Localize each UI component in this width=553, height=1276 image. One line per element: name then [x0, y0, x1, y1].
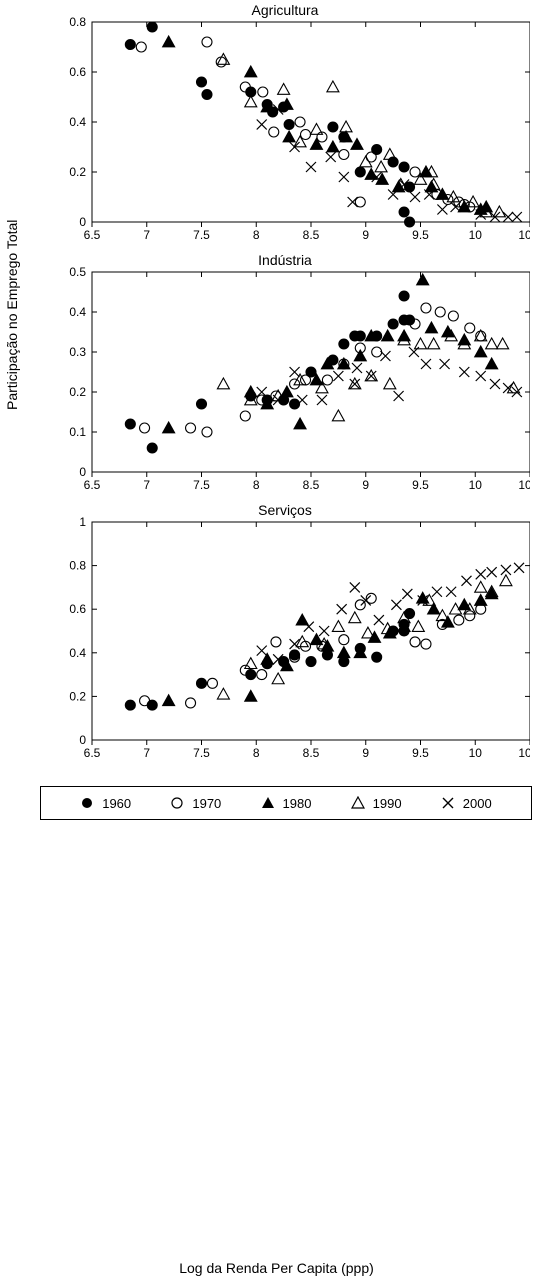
svg-text:9.5: 9.5 — [412, 746, 429, 760]
panel-title: Serviços — [40, 502, 530, 518]
circle-filled-icon — [80, 796, 94, 810]
legend-label: 1960 — [102, 796, 131, 811]
svg-text:0.8: 0.8 — [69, 559, 86, 573]
svg-text:7: 7 — [143, 478, 150, 492]
chart-agricultura: 6.577.588.599.51010.500.20.40.60.8 — [40, 4, 530, 244]
legend-item-1970: 1970 — [170, 796, 221, 811]
svg-text:7.5: 7.5 — [193, 478, 210, 492]
triangle-open-icon — [351, 796, 365, 810]
svg-text:0.6: 0.6 — [69, 602, 86, 616]
svg-text:0.2: 0.2 — [69, 385, 86, 399]
svg-text:0.4: 0.4 — [69, 115, 86, 129]
svg-text:6.5: 6.5 — [84, 228, 101, 242]
svg-text:0.1: 0.1 — [69, 425, 86, 439]
svg-text:6.5: 6.5 — [84, 478, 101, 492]
x-axis-label: Log da Renda Per Capita (ppp) — [0, 1260, 553, 1276]
svg-text:0: 0 — [79, 465, 86, 479]
chart-servicos: 6.577.588.599.51010.500.20.40.60.81 — [40, 504, 530, 762]
svg-text:8.5: 8.5 — [303, 746, 320, 760]
svg-text:9.5: 9.5 — [412, 478, 429, 492]
svg-text:7.5: 7.5 — [193, 228, 210, 242]
svg-text:9: 9 — [362, 478, 369, 492]
svg-text:7.5: 7.5 — [193, 746, 210, 760]
y-axis-label: Participação no Emprego Total — [4, 220, 20, 410]
circle-open-icon — [170, 796, 184, 810]
svg-text:0.3: 0.3 — [69, 345, 86, 359]
svg-text:0: 0 — [79, 733, 86, 747]
svg-text:10: 10 — [469, 478, 483, 492]
figure: { "figure":{ "width":553,"height":829,"b… — [0, 0, 553, 829]
legend-item-1980: 1980 — [261, 796, 312, 811]
panel-title: Agricultura — [40, 2, 530, 18]
svg-text:6.5: 6.5 — [84, 746, 101, 760]
svg-text:0: 0 — [79, 215, 86, 229]
triangle-filled-icon — [261, 796, 275, 810]
legend-item-2000: 2000 — [441, 796, 492, 811]
legend-label: 1980 — [283, 796, 312, 811]
svg-text:10.5: 10.5 — [518, 478, 530, 492]
svg-text:7: 7 — [143, 228, 150, 242]
svg-text:8: 8 — [253, 228, 260, 242]
svg-text:0.6: 0.6 — [69, 65, 86, 79]
panel-industria: Indústria 6.5 7 7.5 8 8.5 9 9.5 10 10.5 0 0.1 0.2 0.… — [40, 254, 530, 494]
legend: 1960 1970 1980 1990 2000 — [40, 786, 532, 820]
legend-item-1960: 1960 — [80, 796, 131, 811]
svg-text:10.5: 10.5 — [518, 746, 530, 760]
legend-label: 1970 — [192, 796, 221, 811]
svg-text:8: 8 — [253, 746, 260, 760]
svg-text:9: 9 — [362, 746, 369, 760]
x-marker-icon — [441, 796, 455, 810]
legend-item-1990: 1990 — [351, 796, 402, 811]
legend-label: 2000 — [463, 796, 492, 811]
panel-agricultura: Agricultura 6.5 7 7.5 8 8.5 9 9.5 10 10.5 0 0.2 0.4… — [40, 4, 530, 244]
svg-text:0.4: 0.4 — [69, 646, 86, 660]
svg-text:8.5: 8.5 — [303, 228, 320, 242]
svg-text:10.5: 10.5 — [518, 228, 530, 242]
svg-text:8: 8 — [253, 478, 260, 492]
svg-text:10: 10 — [469, 746, 483, 760]
svg-text:9.5: 9.5 — [412, 228, 429, 242]
svg-text:10: 10 — [469, 228, 483, 242]
panel-servicos: Serviços 6.5 7 7.5 8 8.5 9 9.5 10 10.5 0 0.2 0.4 0.6… — [40, 504, 530, 762]
svg-text:7: 7 — [143, 746, 150, 760]
svg-text:0.4: 0.4 — [69, 305, 86, 319]
svg-text:0.2: 0.2 — [69, 689, 86, 703]
chart-industria: 6.577.588.599.51010.500.10.20.30.40.5 — [40, 254, 530, 494]
panel-title: Indústria — [40, 252, 530, 268]
svg-text:9: 9 — [362, 228, 369, 242]
svg-text:0.2: 0.2 — [69, 165, 86, 179]
svg-text:8.5: 8.5 — [303, 478, 320, 492]
legend-label: 1990 — [373, 796, 402, 811]
